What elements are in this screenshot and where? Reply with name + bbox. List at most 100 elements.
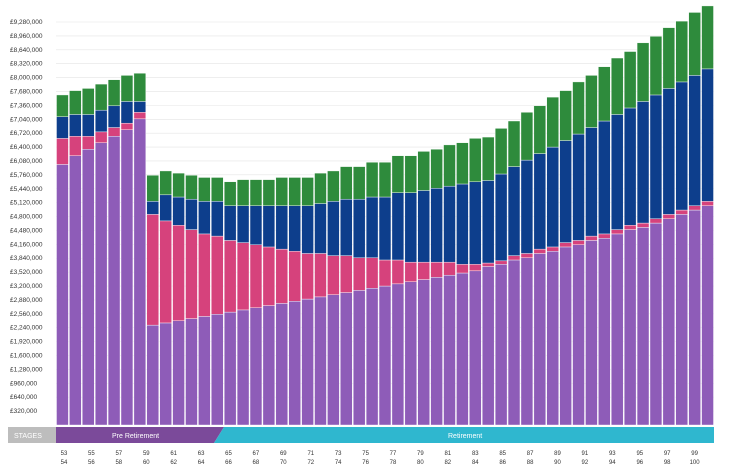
- x-tick-label-bottom: 54: [61, 460, 68, 466]
- bar-segment: [353, 290, 366, 426]
- x-tick-label-top: 57: [115, 451, 122, 457]
- bar-segment: [211, 314, 224, 426]
- bar-segment: [340, 292, 353, 426]
- x-tick-label-top: 59: [143, 451, 150, 457]
- x-tick-label-bottom: 66: [225, 460, 232, 466]
- x-tick-label-top: 97: [664, 451, 671, 457]
- x-tick-label-top: 73: [335, 451, 342, 457]
- bar-segment: [701, 205, 714, 426]
- bar-segment: [688, 205, 701, 211]
- bar-segment: [649, 36, 663, 96]
- bar-segment: [172, 196, 185, 226]
- bar-segment: [56, 138, 69, 165]
- y-tick-label: £6,400,000: [10, 144, 43, 151]
- stages-label-bg: [8, 427, 56, 443]
- bar-segment: [236, 179, 250, 206]
- y-tick-label: £4,800,000: [10, 214, 43, 221]
- y-axis: £320,000 £640,000 £960,000 £1,280,000 £1,600…: [10, 19, 43, 415]
- y-tick-label: £8,640,000: [10, 47, 43, 54]
- y-tick-label: £3,520,000: [10, 269, 43, 276]
- y-tick-label: £3,840,000: [10, 255, 43, 262]
- x-tick-label-top: 71: [307, 451, 314, 457]
- y-tick-label: £7,040,000: [10, 116, 43, 123]
- bar-segment: [391, 283, 405, 426]
- x-tick-label-top: 95: [636, 451, 643, 457]
- bar-segment: [456, 142, 469, 185]
- bar-segment: [185, 229, 198, 319]
- bar-segment: [327, 255, 340, 295]
- bar-segment: [611, 229, 624, 235]
- bar-segment: [494, 264, 508, 426]
- bar-segment: [546, 96, 559, 148]
- x-tick-label-top: 63: [198, 451, 205, 457]
- pre-retirement-label: Pre Retirement: [112, 433, 159, 440]
- bar-segment: [546, 251, 559, 426]
- bar-segment: [662, 218, 675, 426]
- bar-segment: [314, 172, 327, 204]
- bar-segment: [146, 324, 159, 426]
- y-tick-label: £320,000: [10, 408, 37, 415]
- x-tick-label-top: 61: [170, 451, 177, 457]
- x-tick-label-top: 53: [61, 451, 68, 457]
- bar-segment: [95, 109, 108, 133]
- x-tick-label-bottom: 90: [554, 460, 561, 466]
- bar-segment: [107, 127, 121, 137]
- bar-segment: [482, 180, 495, 264]
- bar-segment: [507, 255, 521, 261]
- bar-segment: [107, 136, 121, 426]
- bar-segment: [159, 220, 172, 324]
- bar-segment: [494, 173, 508, 262]
- x-tick-label-bottom: 80: [417, 460, 424, 466]
- bar-segment: [198, 177, 211, 202]
- bar-segment: [404, 192, 417, 263]
- bar-segment: [598, 238, 611, 426]
- bar-segment: [546, 146, 559, 248]
- bar-segment: [546, 246, 559, 252]
- bar-segment: [507, 166, 521, 256]
- x-tick-label-bottom: 58: [115, 460, 122, 466]
- x-tick-label-bottom: 68: [253, 460, 260, 466]
- bar-segment: [443, 144, 456, 187]
- bar-segment: [353, 198, 366, 259]
- bar-segment: [327, 170, 340, 202]
- y-tick-label: £4,160,000: [10, 241, 43, 248]
- x-tick-label-bottom: 96: [636, 460, 643, 466]
- bar-segment: [69, 114, 82, 137]
- bar-segment: [159, 322, 172, 426]
- bar-segment: [198, 201, 211, 235]
- bar-segment: [636, 42, 650, 102]
- bar-segment: [649, 222, 663, 426]
- x-tick-label-bottom: 64: [198, 460, 205, 466]
- y-tick-label: £5,120,000: [10, 200, 43, 207]
- bar-segment: [365, 162, 379, 198]
- x-tick-label-bottom: 92: [582, 460, 589, 466]
- bar-segment: [146, 214, 159, 326]
- bar-segment: [224, 205, 237, 241]
- bar-segment: [262, 205, 276, 248]
- bar-segment: [56, 164, 69, 426]
- bar-segment: [585, 235, 598, 241]
- bar-segment: [598, 120, 611, 235]
- bar-segment: [133, 118, 147, 426]
- bar-segment: [469, 138, 482, 183]
- bar-segment: [198, 233, 211, 317]
- bar-segment: [327, 294, 340, 426]
- y-tick-label: £4,480,000: [10, 227, 43, 234]
- stacked-bars: [56, 5, 714, 426]
- bar-segment: [288, 301, 301, 426]
- y-tick-label: £9,280,000: [10, 19, 43, 26]
- bar-segment: [185, 175, 198, 200]
- bar-segment: [107, 79, 121, 107]
- retirement-band: [214, 427, 714, 443]
- y-tick-label: £8,000,000: [10, 75, 43, 82]
- bar-segment: [391, 259, 405, 285]
- bar-segment: [688, 12, 701, 76]
- bar-segment: [353, 166, 366, 200]
- bar-segment: [262, 179, 276, 206]
- y-tick-label: £2,240,000: [10, 325, 43, 332]
- bar-segment: [224, 311, 237, 426]
- bar-segment: [146, 175, 159, 202]
- y-tick-label: £960,000: [10, 380, 37, 387]
- bar-segment: [507, 259, 521, 426]
